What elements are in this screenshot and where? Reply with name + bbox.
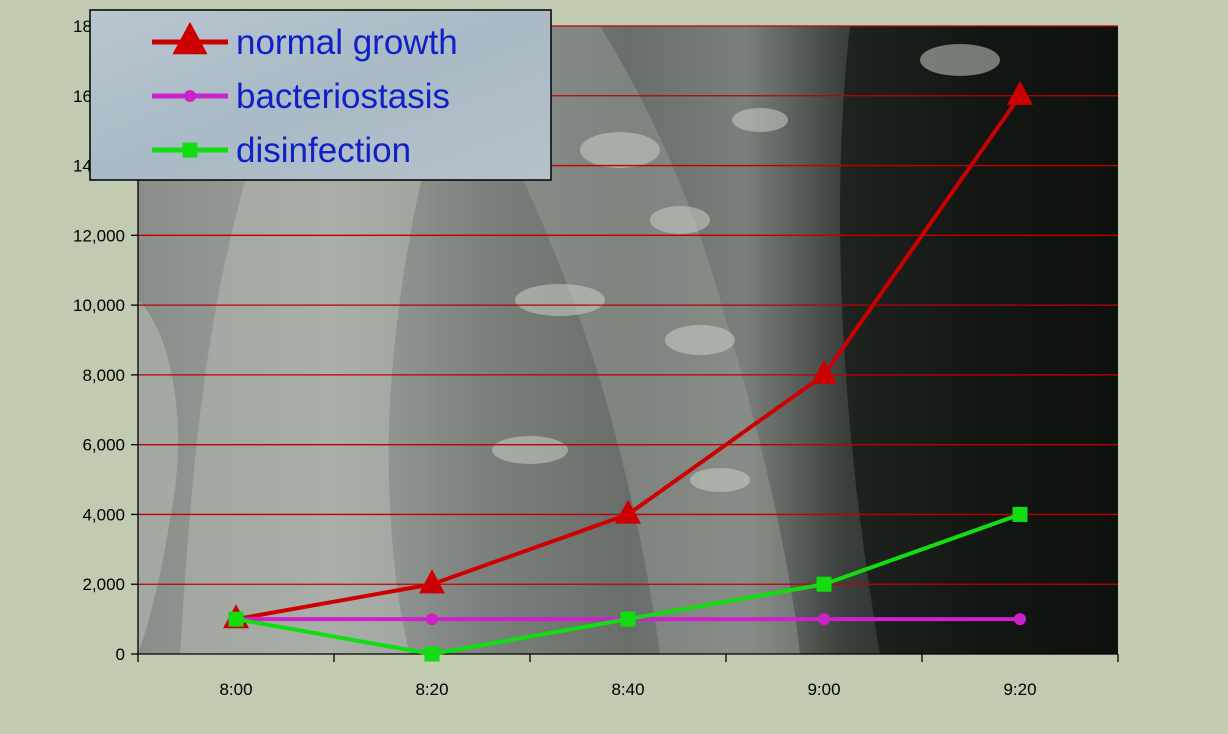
y-tick-label: 0: [116, 645, 125, 664]
y-tick-label: 6,000: [82, 436, 125, 455]
x-tick-label: 8:40: [611, 680, 644, 699]
marker-circle: [184, 90, 196, 102]
marker-square: [620, 611, 636, 627]
marker-triangle: [1007, 80, 1033, 105]
marker-triangle: [615, 499, 641, 524]
legend-entry: normal growth: [152, 21, 458, 62]
y-tick-label: 4,000: [82, 505, 125, 524]
legend-label: bacteriostasis: [236, 77, 450, 116]
legend-label: disinfection: [236, 131, 411, 170]
marker-triangle: [419, 569, 445, 594]
legend-entry: bacteriostasis: [152, 77, 450, 116]
x-tick-label: 8:00: [219, 680, 252, 699]
marker-triangle: [811, 360, 837, 385]
y-tick-label: 2,000: [82, 575, 125, 594]
y-tick-label: 8,000: [82, 366, 125, 385]
y-tick-label: 12,000: [73, 226, 125, 245]
marker-triangle: [172, 21, 208, 55]
series-group: [223, 80, 1033, 662]
marker-circle: [1014, 613, 1026, 626]
series-disinfection: [228, 506, 1028, 662]
micrograph-background: [138, 26, 1118, 654]
axes: 02,0004,0006,0008,00010,00012,00014,0001…: [73, 17, 1119, 699]
chart-legend: normal growth bacteriostasis disinfection: [89, 9, 552, 181]
x-tick-label: 9:00: [807, 680, 840, 699]
marker-square: [182, 142, 198, 158]
marker-circle: [818, 613, 830, 626]
x-tick-label: 9:20: [1003, 680, 1036, 699]
x-tick-label: 8:20: [415, 680, 448, 699]
marker-square: [816, 576, 832, 592]
marker-square: [1012, 506, 1028, 522]
y-tick-label: 10,000: [73, 296, 125, 315]
legend-entry: disinfection: [152, 131, 411, 170]
marker-square: [228, 611, 244, 627]
marker-square: [424, 646, 440, 662]
legend-label: normal growth: [236, 23, 458, 62]
marker-circle: [426, 613, 438, 626]
